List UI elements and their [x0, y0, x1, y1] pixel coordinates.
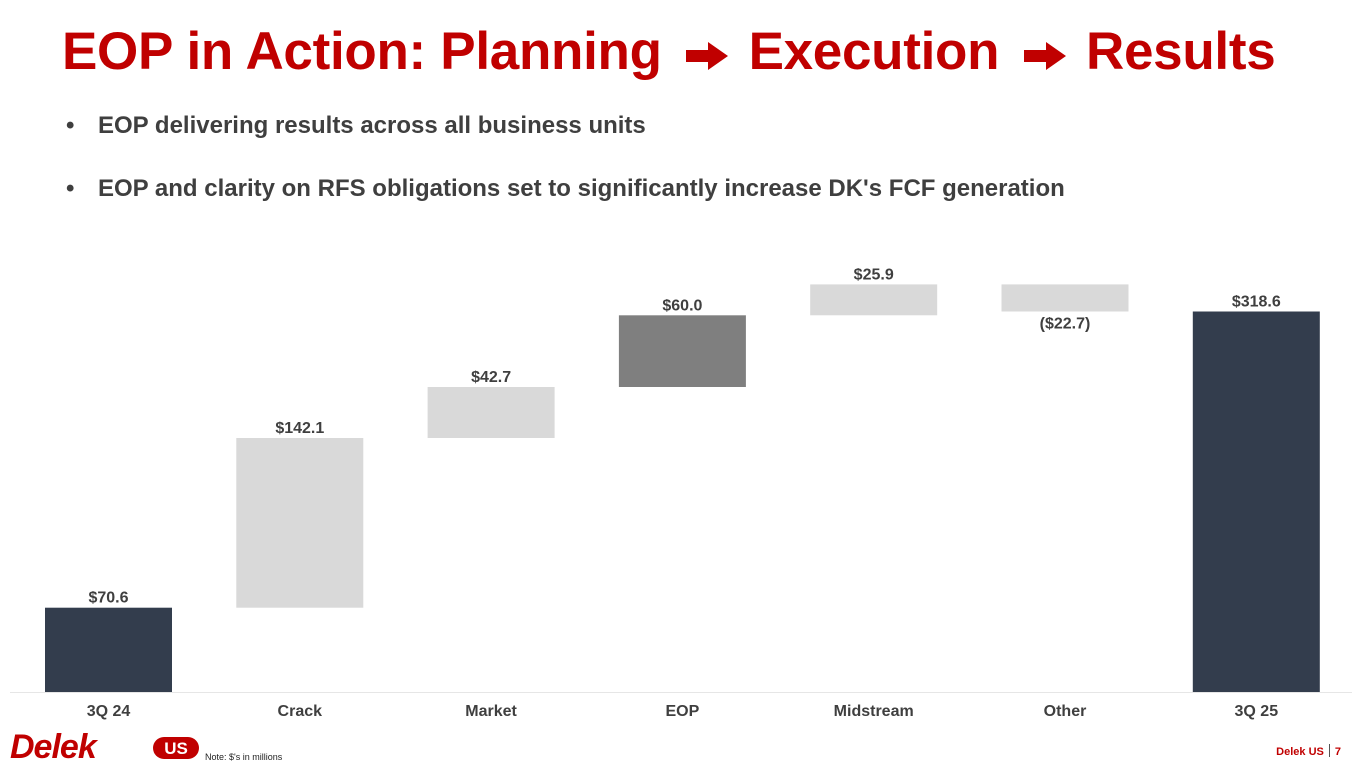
footnote: Note: $'s in millions [205, 752, 283, 762]
x-tick-label: Other [1044, 703, 1087, 720]
bar-3q-25 [1192, 311, 1320, 692]
x-tick-label: Crack [278, 703, 323, 720]
bar-3q-24 [45, 607, 172, 692]
logo-wordmark: Delek [10, 730, 99, 764]
logo-badge-text: US [164, 739, 188, 758]
x-tick-label: 3Q 24 [87, 703, 131, 720]
right-arrow-icon [1023, 42, 1066, 70]
bar-other [1001, 284, 1129, 312]
page-number: 7 [1334, 746, 1341, 758]
bar-crack [236, 438, 364, 608]
bullet-item: • EOP delivering results across all busin… [66, 112, 646, 140]
bullet-text: EOP delivering results across all busine… [98, 112, 646, 139]
data-label: $25.9 [854, 266, 894, 283]
title-execution: Execution [748, 22, 1000, 81]
x-tick-label: EOP [666, 703, 700, 720]
data-label: $70.6 [88, 590, 128, 607]
company-name: Delek US [1276, 746, 1324, 758]
right-arrow-icon [686, 42, 729, 70]
data-label: $318.6 [1232, 294, 1281, 311]
bar-eop [618, 315, 746, 387]
bullet-text: EOP and clarity on RFS obligations set t… [98, 175, 1065, 202]
slide-title: EOP in Action: Planning Execution Result… [62, 20, 1352, 84]
x-tick-label: Midstream [834, 703, 914, 720]
data-label: $142.1 [275, 420, 324, 437]
title-planning: EOP in Action: Planning [62, 22, 662, 81]
data-label: ($22.7) [1040, 316, 1091, 333]
page-footer: Delek US 7 [1276, 744, 1341, 758]
bullet-symbol: • [66, 112, 75, 139]
logo-badge [153, 737, 199, 759]
data-label: $42.7 [471, 369, 511, 386]
footer-divider [1328, 744, 1330, 757]
bullet-item: • EOP and clarity on RFS obligations set … [66, 175, 1065, 203]
title-results: Results [1086, 22, 1276, 81]
data-label: $60.0 [662, 297, 702, 314]
x-tick-label: 3Q 25 [1235, 703, 1279, 720]
x-tick-label: Market [465, 703, 517, 720]
bar-midstream [810, 284, 938, 316]
bullet-symbol: • [66, 175, 75, 202]
waterfall-chart: $70.6 3Q 24 $142.1 Crack $42.7 Market $60.0 EOP… [10, 266, 1352, 720]
delek-us-logo: Delek US [10, 730, 199, 764]
bar-market [427, 387, 555, 438]
